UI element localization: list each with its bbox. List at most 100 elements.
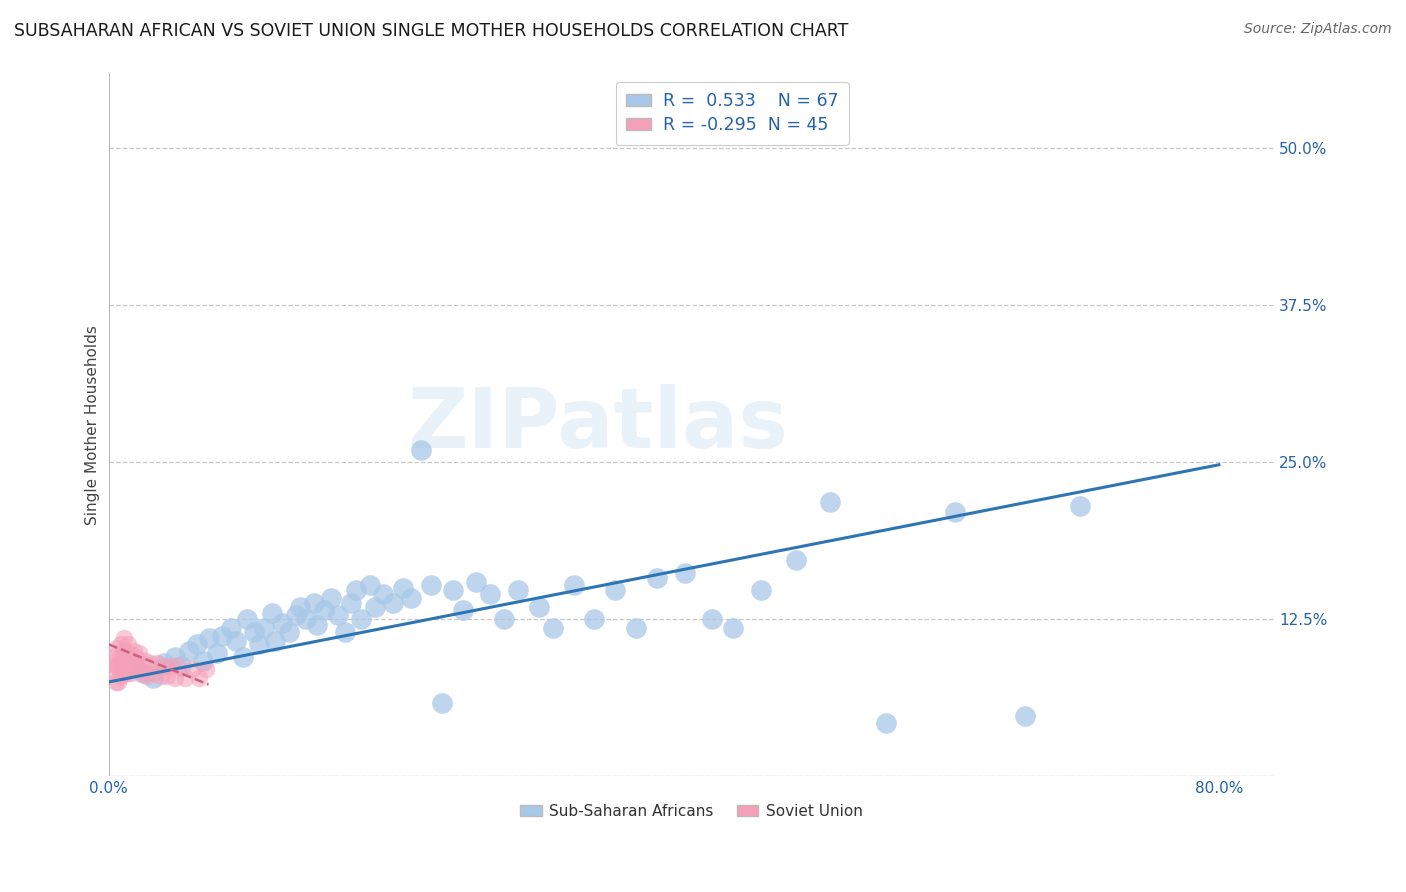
- Point: [142, 671, 165, 685]
- Point: [197, 631, 219, 645]
- Point: [107, 658, 129, 673]
- Legend: Sub-Saharan Africans, Soviet Union: Sub-Saharan Africans, Soviet Union: [515, 797, 869, 825]
- Point: [785, 553, 807, 567]
- Point: [605, 583, 627, 598]
- Point: [170, 658, 193, 673]
- Point: [107, 675, 129, 690]
- Point: [122, 643, 145, 657]
- Point: [441, 583, 464, 598]
- Point: [364, 599, 387, 614]
- Text: Source: ZipAtlas.com: Source: ZipAtlas.com: [1244, 22, 1392, 37]
- Point: [101, 666, 124, 681]
- Point: [541, 621, 564, 635]
- Point: [262, 606, 284, 620]
- Point: [179, 643, 201, 657]
- Point: [359, 578, 381, 592]
- Point: [340, 596, 363, 610]
- Point: [104, 658, 127, 673]
- Point: [333, 624, 356, 639]
- Point: [430, 696, 453, 710]
- Point: [105, 641, 128, 656]
- Point: [142, 666, 165, 681]
- Point: [562, 578, 585, 592]
- Point: [153, 656, 176, 670]
- Point: [392, 581, 415, 595]
- Point: [115, 649, 138, 664]
- Point: [114, 643, 136, 657]
- Point: [165, 649, 187, 664]
- Point: [373, 587, 395, 601]
- Point: [494, 612, 516, 626]
- Point: [121, 654, 143, 668]
- Point: [112, 631, 135, 645]
- Point: [344, 583, 367, 598]
- Point: [1294, 144, 1316, 158]
- Point: [264, 633, 287, 648]
- Point: [326, 608, 349, 623]
- Point: [108, 649, 131, 664]
- Point: [118, 658, 141, 673]
- Point: [112, 666, 135, 681]
- Point: [302, 596, 325, 610]
- Point: [749, 583, 772, 598]
- Point: [117, 637, 139, 651]
- Point: [294, 612, 316, 626]
- Point: [1014, 709, 1036, 723]
- Point: [111, 658, 134, 673]
- Point: [114, 656, 136, 670]
- Point: [232, 649, 254, 664]
- Point: [247, 637, 270, 651]
- Point: [186, 637, 208, 651]
- Point: [115, 666, 138, 681]
- Point: [236, 612, 259, 626]
- Point: [103, 648, 125, 663]
- Point: [165, 671, 187, 685]
- Point: [624, 621, 647, 635]
- Point: [465, 574, 488, 589]
- Point: [479, 587, 502, 601]
- Point: [150, 669, 173, 683]
- Point: [128, 646, 150, 660]
- Point: [943, 506, 966, 520]
- Point: [399, 591, 422, 605]
- Point: [160, 658, 183, 673]
- Point: [125, 649, 148, 664]
- Point: [136, 669, 159, 683]
- Point: [120, 666, 142, 681]
- Point: [180, 662, 202, 676]
- Point: [205, 646, 228, 660]
- Point: [253, 621, 276, 635]
- Point: [127, 658, 149, 673]
- Point: [211, 628, 233, 642]
- Point: [312, 603, 335, 617]
- Point: [146, 656, 169, 670]
- Point: [527, 599, 550, 614]
- Y-axis label: Single Mother Households: Single Mother Households: [86, 325, 100, 524]
- Point: [167, 658, 190, 673]
- Point: [104, 675, 127, 690]
- Point: [139, 656, 162, 670]
- Point: [583, 612, 606, 626]
- Point: [382, 596, 405, 610]
- Point: [419, 578, 441, 592]
- Point: [319, 591, 342, 605]
- Point: [875, 716, 897, 731]
- Point: [174, 671, 197, 685]
- Point: [350, 612, 373, 626]
- Point: [271, 615, 294, 630]
- Point: [187, 671, 209, 685]
- Point: [673, 566, 696, 580]
- Point: [702, 612, 724, 626]
- Point: [305, 618, 328, 632]
- Point: [288, 599, 311, 614]
- Point: [122, 658, 145, 673]
- Point: [645, 571, 668, 585]
- Point: [194, 662, 217, 676]
- Point: [132, 666, 155, 681]
- Text: ZIPatlas: ZIPatlas: [408, 384, 789, 465]
- Point: [278, 624, 301, 639]
- Point: [409, 442, 432, 457]
- Point: [451, 603, 474, 617]
- Point: [100, 656, 122, 670]
- Point: [1069, 499, 1091, 513]
